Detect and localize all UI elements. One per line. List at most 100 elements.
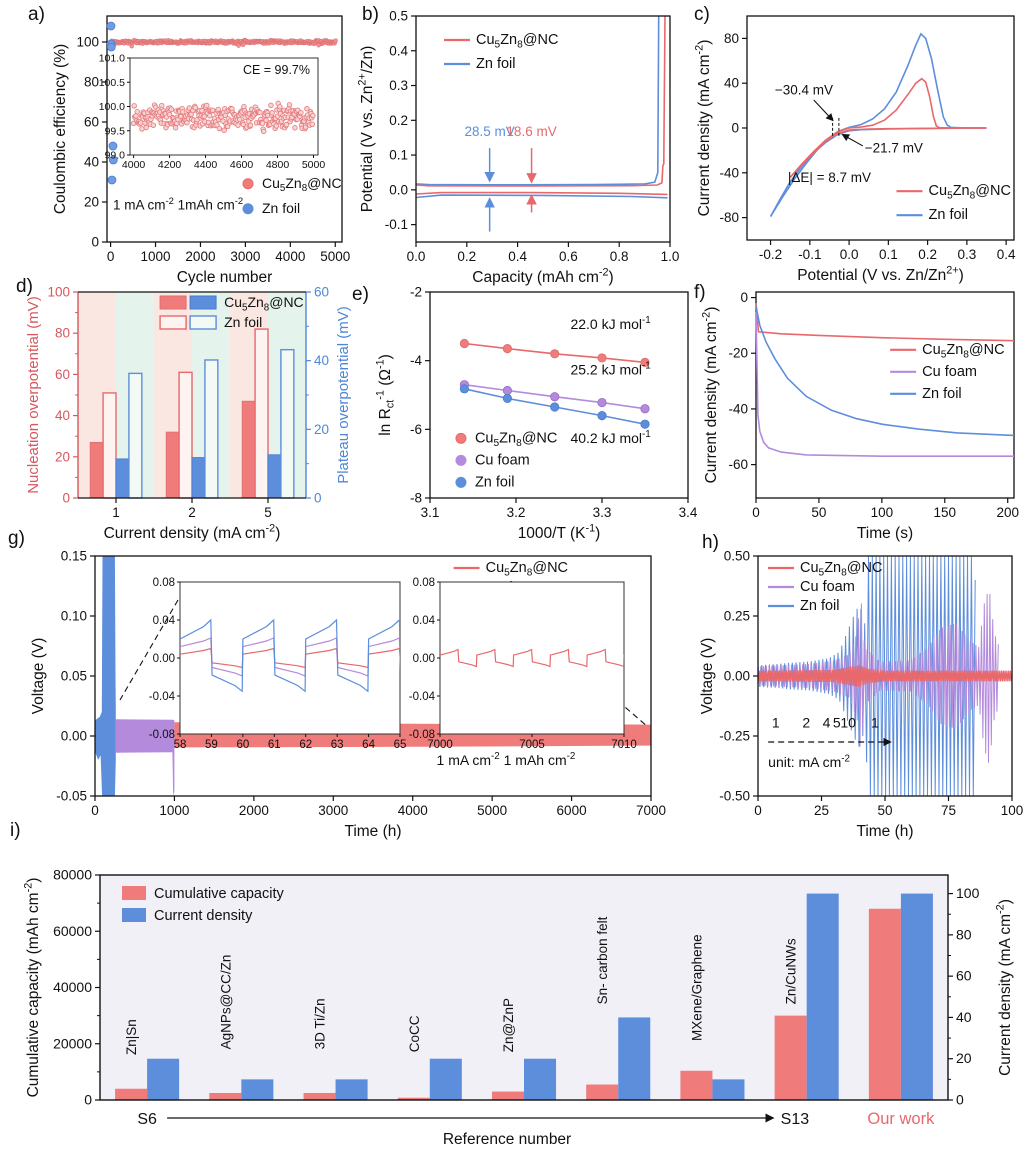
svg-text:Cu5Zn8@NC: Cu5Zn8@NC xyxy=(929,183,1011,201)
panel-d: 0 20 40 60 80 100 0 20 40 60 1 2 5 Current density (m… xyxy=(25,285,352,543)
svg-text:40: 40 xyxy=(84,155,99,170)
svg-text:50: 50 xyxy=(877,803,892,818)
panel-c-label: c) xyxy=(694,4,710,25)
svg-text:0.50: 0.50 xyxy=(724,549,750,564)
svg-text:1: 1 xyxy=(772,715,780,731)
svg-text:28.5 mV: 28.5 mV xyxy=(465,124,515,139)
svg-text:−30.4 mV: −30.4 mV xyxy=(775,82,833,97)
svg-text:100: 100 xyxy=(47,285,70,300)
svg-text:0.00: 0.00 xyxy=(413,653,435,665)
panel-a-label: a) xyxy=(28,4,45,25)
svg-text:25: 25 xyxy=(814,803,829,818)
svg-text:-0.1: -0.1 xyxy=(385,217,408,232)
svg-text:0.05: 0.05 xyxy=(61,669,87,684)
svg-text:-40: -40 xyxy=(728,401,748,416)
svg-text:3.4: 3.4 xyxy=(679,505,698,520)
svg-text:100: 100 xyxy=(1001,803,1024,818)
svg-text:Cu foam: Cu foam xyxy=(475,452,530,468)
svg-text:Zn foil: Zn foil xyxy=(475,474,514,490)
svg-text:0: 0 xyxy=(314,491,322,506)
panel-h-label: h) xyxy=(702,532,719,553)
svg-text:Cu5Zn8@NC: Cu5Zn8@NC xyxy=(486,560,568,578)
svg-text:Voltage (V): Voltage (V) xyxy=(30,638,47,715)
svg-text:80: 80 xyxy=(724,31,739,46)
panel-f-label: f) xyxy=(694,282,706,303)
svg-text:4200: 4200 xyxy=(158,159,182,171)
svg-text:Time (h): Time (h) xyxy=(344,823,401,840)
svg-text:1000/T (K-1): 1000/T (K-1) xyxy=(518,522,601,542)
svg-text:|ΔE| = 8.7 mV: |ΔE| = 8.7 mV xyxy=(788,170,871,185)
svg-text:0.0: 0.0 xyxy=(389,182,408,197)
panel-c: -0.2 -0.1 0.0 0.1 0.2 0.3 0.4 -80 -40 0 40 80 Potent… xyxy=(693,15,1016,284)
svg-text:Current density (mA cm-2): Current density (mA cm-2) xyxy=(104,522,281,542)
svg-text:60000: 60000 xyxy=(53,923,92,939)
svg-text:Cu5Zn8@NC: Cu5Zn8@NC xyxy=(262,175,342,194)
svg-text:0.00: 0.00 xyxy=(724,669,750,684)
svg-text:Zn foil: Zn foil xyxy=(262,200,300,216)
svg-text:0: 0 xyxy=(62,491,70,506)
svg-text:50: 50 xyxy=(811,505,826,520)
svg-text:0.00: 0.00 xyxy=(61,729,87,744)
svg-text:0: 0 xyxy=(91,235,99,250)
svg-text:Cu foam: Cu foam xyxy=(922,364,977,380)
svg-text:40: 40 xyxy=(724,76,739,91)
svg-text:0.2: 0.2 xyxy=(918,247,937,262)
svg-text:6000: 6000 xyxy=(557,803,587,818)
svg-text:61: 61 xyxy=(268,739,281,751)
svg-text:Time (h): Time (h) xyxy=(856,823,913,840)
svg-text:−21.7 mV: −21.7 mV xyxy=(865,141,923,156)
svg-text:40: 40 xyxy=(55,408,70,423)
svg-text:80: 80 xyxy=(84,75,99,90)
svg-text:1000: 1000 xyxy=(159,803,189,818)
panel-e-label: e) xyxy=(352,284,369,305)
svg-text:0.3: 0.3 xyxy=(389,78,408,93)
svg-text:7005: 7005 xyxy=(519,739,545,751)
svg-text:Zn@ZnP: Zn@ZnP xyxy=(501,998,516,1052)
svg-text:3000: 3000 xyxy=(318,803,348,818)
svg-text:-0.04: -0.04 xyxy=(149,691,176,703)
svg-text:-0.04: -0.04 xyxy=(409,691,436,703)
svg-text:150: 150 xyxy=(934,505,957,520)
svg-text:unit: mA cm-2: unit: mA cm-2 xyxy=(768,753,850,770)
svg-text:Cu5Zn8@NC: Cu5Zn8@NC xyxy=(922,342,1004,360)
svg-text:Plateau overpotential (mV): Plateau overpotential (mV) xyxy=(335,306,352,484)
svg-text:ln Rct-1 (Ω-1): ln Rct-1 (Ω-1) xyxy=(374,354,396,436)
svg-text:4000: 4000 xyxy=(122,159,146,171)
svg-text:4000: 4000 xyxy=(275,249,305,264)
svg-text:Zn foil: Zn foil xyxy=(800,598,840,614)
svg-text:0.25: 0.25 xyxy=(724,609,750,624)
svg-text:5000: 5000 xyxy=(477,803,507,818)
panel-d-label: d) xyxy=(16,276,33,297)
svg-text:0.4: 0.4 xyxy=(389,43,408,58)
svg-text:Zn foil: Zn foil xyxy=(476,56,516,72)
svg-text:20: 20 xyxy=(55,449,70,464)
svg-text:40000: 40000 xyxy=(53,979,92,995)
svg-text:0.04: 0.04 xyxy=(153,615,176,627)
svg-text:0.1: 0.1 xyxy=(879,247,898,262)
svg-text:20: 20 xyxy=(314,422,329,437)
svg-text:2: 2 xyxy=(802,715,810,731)
svg-text:Cu5Zn8@NC: Cu5Zn8@NC xyxy=(800,560,882,578)
svg-text:7000: 7000 xyxy=(636,803,666,818)
svg-text:75: 75 xyxy=(941,803,956,818)
svg-text:4400: 4400 xyxy=(194,159,218,171)
svg-text:-80: -80 xyxy=(719,210,739,225)
svg-text:Potential (V vs. Zn/Zn2+): Potential (V vs. Zn/Zn2+) xyxy=(797,264,964,284)
svg-text:80000: 80000 xyxy=(53,867,92,883)
svg-text:Cu5Zn8@NC: Cu5Zn8@NC xyxy=(224,294,304,313)
svg-text:Cu5Zn8@NC: Cu5Zn8@NC xyxy=(476,32,558,50)
svg-text:0: 0 xyxy=(731,121,739,136)
svg-text:Potential (V vs. Zn2+/Zn): Potential (V vs. Zn2+/Zn) xyxy=(356,46,376,213)
svg-text:18.6 mV: 18.6 mV xyxy=(506,124,556,139)
panel-i-label: i) xyxy=(10,820,21,841)
svg-text:20: 20 xyxy=(956,1050,972,1066)
svg-text:65: 65 xyxy=(394,739,407,751)
svg-text:60: 60 xyxy=(314,285,329,300)
svg-text:Nucleation overpotential (mV): Nucleation overpotential (mV) xyxy=(25,296,42,494)
svg-text:40: 40 xyxy=(314,353,329,368)
svg-text:S13: S13 xyxy=(781,1111,810,1128)
svg-text:100.0: 100.0 xyxy=(99,101,125,113)
svg-text:0.1: 0.1 xyxy=(389,148,408,163)
